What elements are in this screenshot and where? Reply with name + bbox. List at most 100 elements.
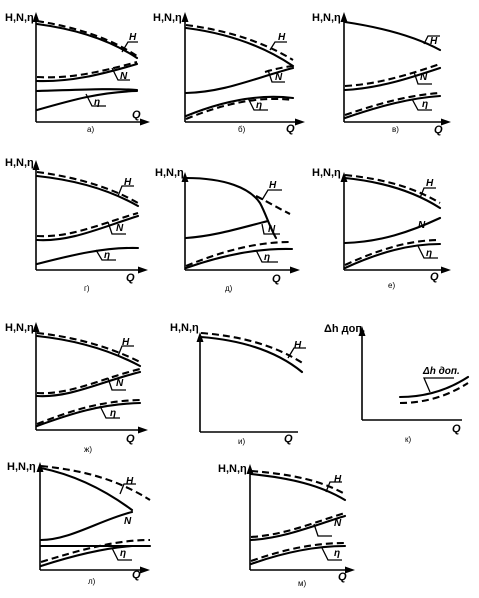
- curve-label-h: H: [278, 32, 286, 43]
- x-axis-label: Q: [452, 423, 461, 435]
- h-curve-reference: [250, 469, 346, 495]
- y-axis-arrow-icon: [181, 12, 189, 22]
- n-curve-measured: [35, 214, 140, 242]
- curve-label-eta: η: [256, 100, 262, 111]
- h-curve-measured: [343, 176, 442, 210]
- panel-i: H,N,η Q и) H: [170, 322, 306, 446]
- x-axis-label: Q: [126, 272, 135, 284]
- y-axis-label: H,N,η: [5, 157, 34, 169]
- y-axis-arrow-icon: [340, 12, 348, 22]
- x-axis-arrow-icon: [290, 266, 300, 274]
- panel-b: H,N,η Q б) H N η: [153, 12, 305, 135]
- curve-label-n: N: [120, 71, 128, 82]
- n-curve-reference: [344, 63, 441, 88]
- curve-label-dh: Δh доп.: [422, 366, 460, 377]
- n-curve-measured: [343, 216, 442, 245]
- dh-curve-reference: [399, 382, 469, 405]
- y-axis-label: H,N,η: [5, 322, 34, 334]
- panel-g: H,N,η Q г) H N η: [5, 157, 148, 293]
- x-axis-label: Q: [338, 571, 347, 583]
- eta-leader: [95, 249, 116, 261]
- n-curve-measured: [39, 510, 134, 542]
- curve-label-h: H: [430, 36, 438, 47]
- n-curve-measured: [35, 370, 142, 398]
- eta-leader: [99, 405, 120, 419]
- x-axis-label: Q: [284, 433, 293, 445]
- n-curve-reference: [36, 367, 141, 395]
- eta-leader: [411, 98, 432, 111]
- eta-curve-reference: [185, 97, 294, 120]
- eta-leader: [417, 245, 438, 259]
- eta-curve-reference: [185, 240, 291, 267]
- x-axis-arrow-icon: [138, 266, 148, 274]
- n-leader: [267, 69, 285, 83]
- n-curve-reference: [250, 511, 346, 539]
- panel-a: H,N,η Q а) H N η: [5, 12, 150, 134]
- x-axis-arrow-icon: [295, 118, 305, 126]
- y-axis-label: H,N,η: [155, 167, 184, 179]
- base-curve: [35, 88, 139, 93]
- curve-label-eta: η: [120, 548, 126, 559]
- eta-leader: [111, 547, 132, 561]
- eta-curve: [184, 247, 294, 270]
- y-axis-arrow-icon: [36, 462, 44, 472]
- y-axis-label: H,N,η: [153, 12, 182, 24]
- h-leader: [121, 41, 138, 53]
- curve-label-h: H: [426, 178, 434, 189]
- panel-caption: ж): [84, 445, 92, 454]
- panel-caption: а): [87, 125, 94, 134]
- panel-caption: е): [388, 281, 395, 290]
- curve-label-h: H: [294, 340, 302, 351]
- n-curve-measured: [184, 219, 270, 240]
- n-leader: [313, 523, 332, 537]
- y-axis-label: Δh доп.: [324, 323, 365, 335]
- y-axis-label: H,N,η: [170, 322, 199, 334]
- h-curve-reference: [185, 23, 294, 61]
- panel-caption: к): [405, 435, 412, 444]
- curve-label-n: N: [124, 516, 132, 527]
- h-leader: [261, 189, 282, 201]
- curve-label-h: H: [124, 177, 132, 188]
- n-leader: [107, 377, 126, 391]
- h-curve-measured: [39, 466, 134, 512]
- panel-caption: м): [298, 579, 307, 588]
- dh-leader: [423, 377, 454, 393]
- h-curve-reference: [36, 170, 139, 204]
- x-axis-arrow-icon: [138, 426, 148, 434]
- eta-curve: [184, 95, 295, 118]
- h-curve-measured: [35, 334, 142, 368]
- h-curve-reference: [200, 331, 305, 365]
- x-axis-label: Q: [132, 109, 141, 121]
- h-leader: [287, 347, 306, 359]
- dh-curve-measured: [398, 375, 470, 399]
- n-leader: [111, 67, 130, 81]
- h-leader: [119, 483, 136, 495]
- n-curve-measured: [249, 514, 347, 542]
- eta-leader: [255, 249, 278, 263]
- x-axis-arrow-icon: [140, 118, 150, 126]
- panel-caption: д): [225, 284, 233, 293]
- n-curve-measured: [343, 66, 442, 92]
- n-curve-measured: [184, 66, 295, 95]
- y-axis-arrow-icon: [246, 464, 254, 474]
- curve-label-n: N: [275, 72, 283, 83]
- curve-label-n: N: [116, 378, 124, 389]
- curve-label-eta: η: [110, 408, 116, 419]
- h-curve-reference: [344, 173, 441, 204]
- curve-label-n: N: [116, 223, 124, 234]
- curve-label-eta: η: [94, 97, 100, 108]
- h-curve-reference: [36, 331, 141, 363]
- h-curve-reference: [40, 464, 151, 501]
- curve-label-n: N: [420, 72, 428, 83]
- eta-curve-reference: [250, 541, 346, 562]
- n-curve-reference: [264, 64, 294, 74]
- eta-curve: [249, 544, 347, 566]
- x-axis-label: Q: [286, 123, 295, 135]
- curve-label-n: N: [418, 220, 426, 231]
- h-leader: [423, 35, 440, 45]
- y-axis-label: H,N,η: [312, 167, 341, 179]
- x-axis-arrow-icon: [345, 566, 355, 574]
- eta-curve-reference: [36, 398, 141, 425]
- h-leader: [117, 185, 134, 197]
